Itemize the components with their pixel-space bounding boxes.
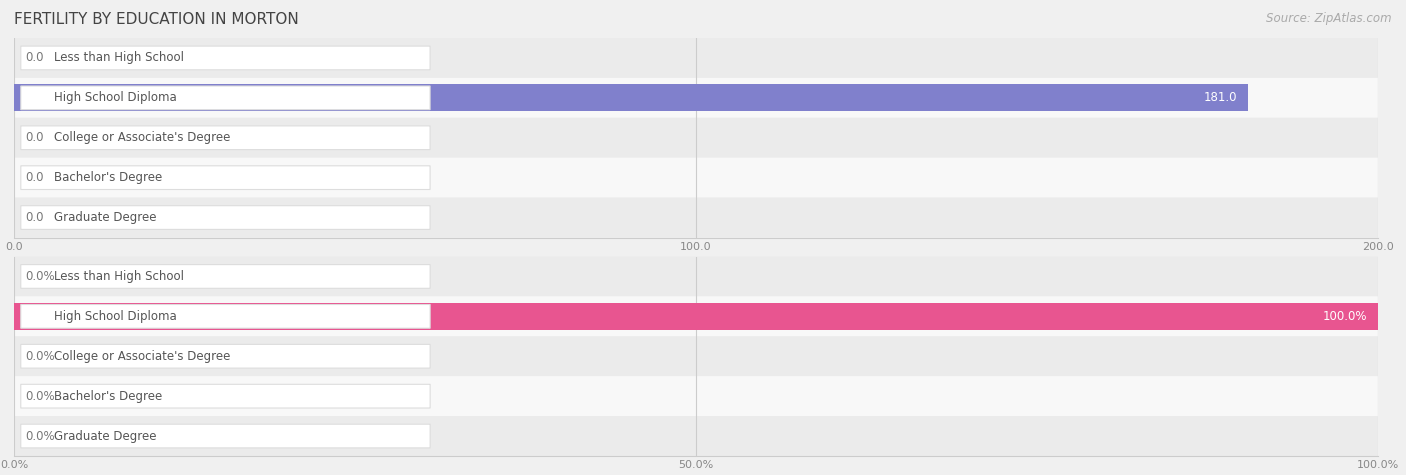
Text: Bachelor's Degree: Bachelor's Degree xyxy=(53,390,162,403)
FancyBboxPatch shape xyxy=(14,336,1378,376)
Text: Graduate Degree: Graduate Degree xyxy=(53,211,156,224)
Bar xyxy=(14,303,1378,330)
Text: Less than High School: Less than High School xyxy=(53,270,184,283)
FancyBboxPatch shape xyxy=(21,304,430,328)
Text: 0.0%: 0.0% xyxy=(25,390,55,403)
Text: Less than High School: Less than High School xyxy=(53,51,184,65)
Text: High School Diploma: High School Diploma xyxy=(53,310,176,323)
FancyBboxPatch shape xyxy=(14,296,1378,336)
Text: Source: ZipAtlas.com: Source: ZipAtlas.com xyxy=(1267,12,1392,25)
FancyBboxPatch shape xyxy=(21,46,430,70)
FancyBboxPatch shape xyxy=(21,424,430,448)
Text: College or Associate's Degree: College or Associate's Degree xyxy=(53,350,231,363)
FancyBboxPatch shape xyxy=(14,256,1378,296)
Text: Bachelor's Degree: Bachelor's Degree xyxy=(53,171,162,184)
FancyBboxPatch shape xyxy=(21,86,430,110)
Text: 181.0: 181.0 xyxy=(1204,91,1237,104)
Text: Graduate Degree: Graduate Degree xyxy=(53,429,156,443)
Text: High School Diploma: High School Diploma xyxy=(53,91,176,104)
Text: 0.0%: 0.0% xyxy=(25,350,55,363)
FancyBboxPatch shape xyxy=(14,78,1378,118)
Text: 0.0%: 0.0% xyxy=(25,270,55,283)
Text: 0.0%: 0.0% xyxy=(25,429,55,443)
FancyBboxPatch shape xyxy=(14,416,1378,456)
Text: 100.0%: 100.0% xyxy=(1323,310,1367,323)
Bar xyxy=(14,84,1249,112)
FancyBboxPatch shape xyxy=(14,118,1378,158)
FancyBboxPatch shape xyxy=(14,158,1378,198)
Text: 0.0: 0.0 xyxy=(25,51,44,65)
Text: FERTILITY BY EDUCATION IN MORTON: FERTILITY BY EDUCATION IN MORTON xyxy=(14,12,299,27)
Text: 0.0: 0.0 xyxy=(25,211,44,224)
FancyBboxPatch shape xyxy=(21,344,430,368)
Text: 0.0: 0.0 xyxy=(25,171,44,184)
FancyBboxPatch shape xyxy=(14,38,1378,78)
FancyBboxPatch shape xyxy=(21,206,430,229)
FancyBboxPatch shape xyxy=(21,384,430,408)
Text: 0.0: 0.0 xyxy=(25,131,44,144)
FancyBboxPatch shape xyxy=(21,126,430,150)
FancyBboxPatch shape xyxy=(14,376,1378,416)
Text: College or Associate's Degree: College or Associate's Degree xyxy=(53,131,231,144)
FancyBboxPatch shape xyxy=(21,166,430,190)
FancyBboxPatch shape xyxy=(21,265,430,288)
FancyBboxPatch shape xyxy=(14,198,1378,238)
